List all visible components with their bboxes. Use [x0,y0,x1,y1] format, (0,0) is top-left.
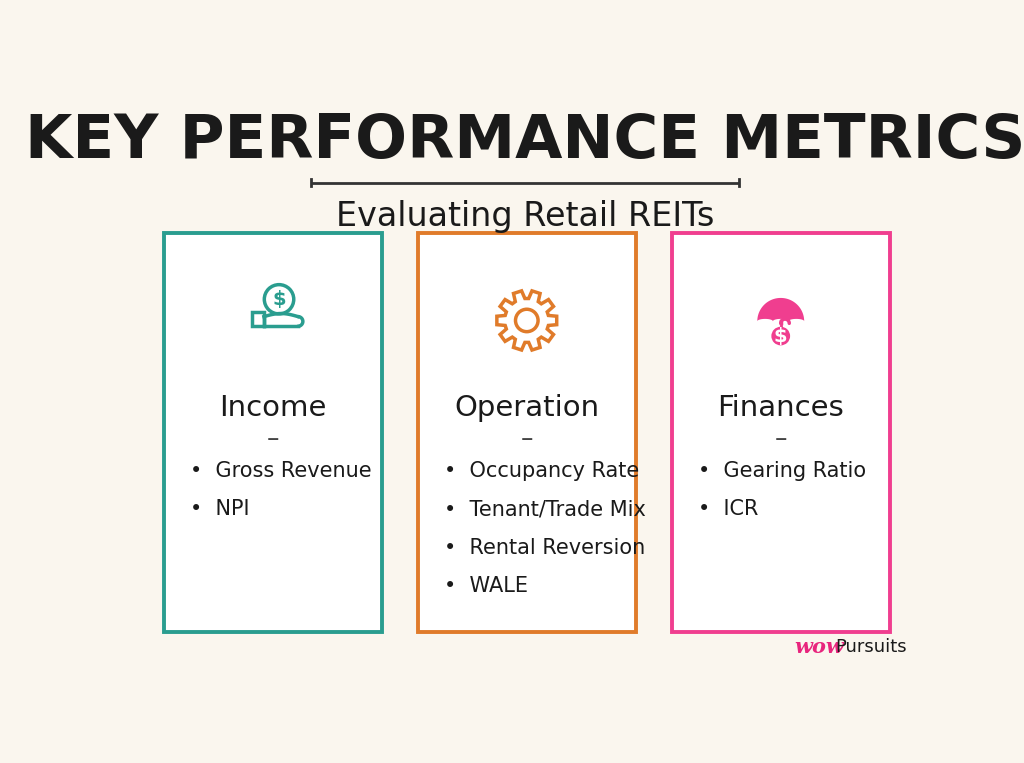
Text: •  Gearing Ratio: • Gearing Ratio [697,461,866,481]
Text: •  Rental Reversion: • Rental Reversion [443,538,645,558]
Text: Pursuits: Pursuits [835,638,906,655]
Text: •  NPI: • NPI [189,499,250,519]
Text: Operation: Operation [455,394,599,423]
Polygon shape [758,298,804,321]
Text: $: $ [774,327,787,346]
Text: Finances: Finances [718,394,844,423]
Text: •  Tenant/Trade Mix: • Tenant/Trade Mix [443,499,646,519]
Text: •  ICR: • ICR [697,499,758,519]
FancyBboxPatch shape [672,233,890,632]
FancyBboxPatch shape [164,233,382,632]
Text: –: – [774,427,787,451]
Circle shape [771,327,791,346]
Text: wow: wow [795,637,845,657]
Text: $: $ [272,290,286,309]
Text: –: – [266,427,280,451]
Text: Income: Income [219,394,327,423]
Text: •  Occupancy Rate: • Occupancy Rate [443,461,639,481]
Text: •  WALE: • WALE [443,576,527,596]
Text: •  Gross Revenue: • Gross Revenue [189,461,372,481]
Text: KEY PERFORMANCE METRICS: KEY PERFORMANCE METRICS [25,112,1024,171]
FancyBboxPatch shape [418,233,636,632]
Text: –: – [520,427,534,451]
Text: Evaluating Retail REITs: Evaluating Retail REITs [336,200,714,233]
